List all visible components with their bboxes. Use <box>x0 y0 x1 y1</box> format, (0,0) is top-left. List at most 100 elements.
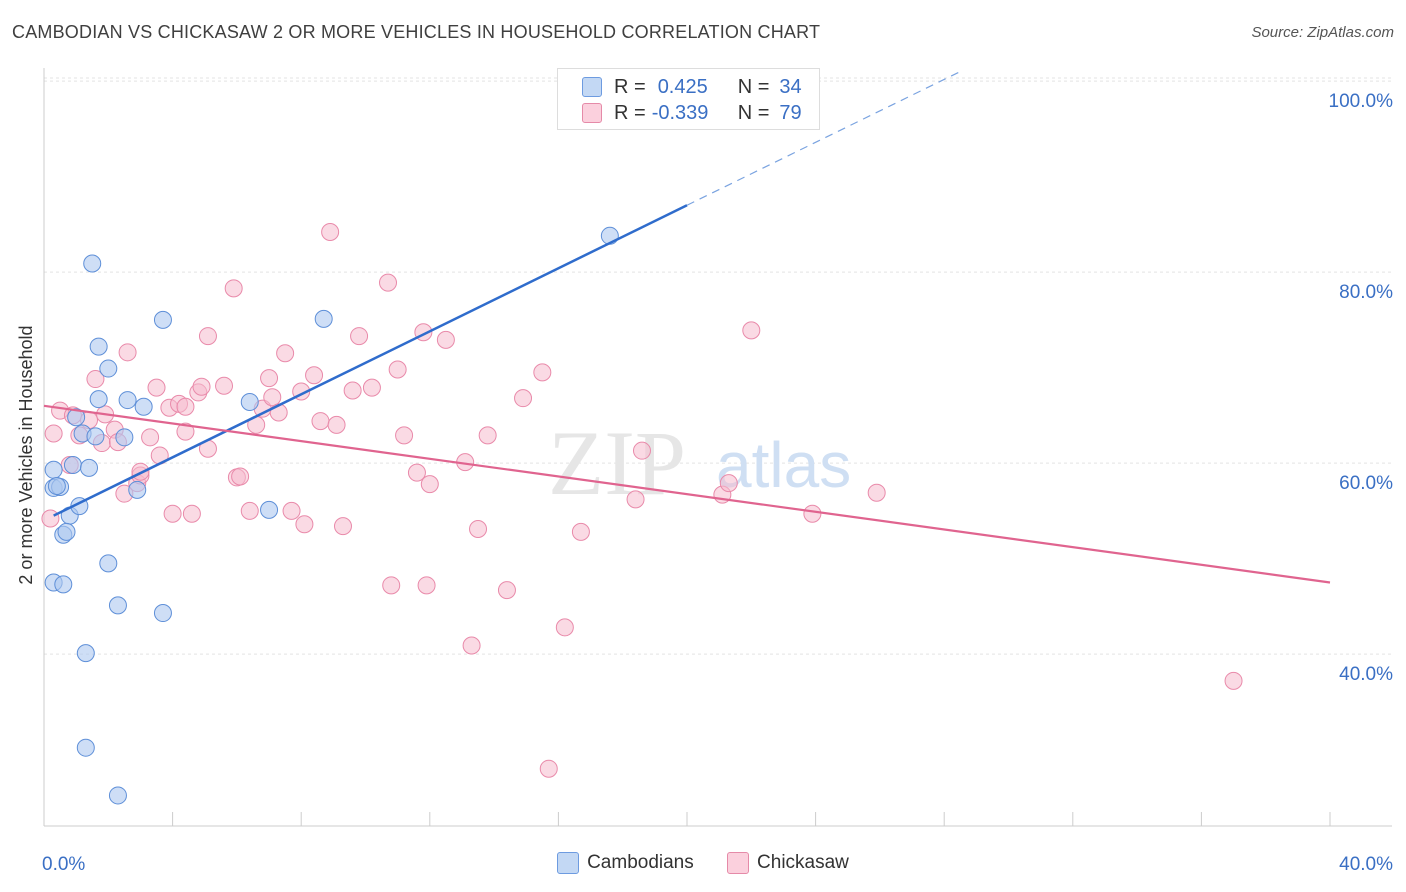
chickasaw-point <box>176 422 195 441</box>
cambodian-point <box>108 596 127 615</box>
chart-title: CAMBODIAN VS CHICKASAW 2 OR MORE VEHICLE… <box>12 22 821 42</box>
chickasaw-point <box>260 369 279 388</box>
chickasaw-point <box>305 366 324 385</box>
cambodian-trend-extension <box>686 71 961 206</box>
chickasaw-point <box>388 360 407 379</box>
chickasaw-point <box>276 344 295 363</box>
cambodian-point <box>153 310 172 329</box>
cambodian-trend-line <box>53 204 688 517</box>
cambodian-point <box>99 554 118 573</box>
chickasaw-point <box>469 519 488 538</box>
chickasaw-point <box>395 426 414 445</box>
y-tick-label: 60.0% <box>1339 473 1393 494</box>
cambodian-point <box>89 337 108 356</box>
cambodian-points <box>44 226 619 805</box>
r-label: R = <box>614 101 646 124</box>
chickasaw-point <box>462 636 481 655</box>
cambodian-point <box>63 456 82 475</box>
y-axis-label: 2 or more Vehicles in Household <box>16 325 36 584</box>
cambodian-point <box>118 391 137 410</box>
chickasaw-point <box>163 504 182 523</box>
chickasaw-point <box>417 576 436 595</box>
cambodian-point <box>134 397 153 416</box>
trend-lines <box>43 71 1331 584</box>
chickasaw-point <box>240 501 259 520</box>
cambodian-point <box>83 254 102 273</box>
chickasaw-point <box>539 759 558 778</box>
chickasaw-trend-line <box>43 404 1331 584</box>
bottom-legend: Cambodians Chickasaw <box>0 852 1406 880</box>
chickasaw-point <box>514 389 533 408</box>
y-tick-label: 40.0% <box>1339 664 1393 685</box>
r-value: -0.339 <box>651 101 709 124</box>
chickasaw-point <box>626 490 645 509</box>
chickasaw-point <box>867 483 886 502</box>
source-label: Source: ZipAtlas.com <box>1251 24 1394 41</box>
chickasaw-point <box>632 441 651 460</box>
n-value: 79 <box>779 101 802 124</box>
stats-swatch-cambodians <box>582 77 602 97</box>
watermark-atlas: atlas <box>716 429 851 501</box>
chickasaw-point <box>497 581 516 600</box>
legend-label-cambodians: Cambodians <box>587 852 694 873</box>
cambodian-point <box>153 604 172 623</box>
n-label: N = <box>737 75 770 98</box>
stats-legend: R = 0.425 N = 34 R = -0.339 N = 79 <box>557 68 820 130</box>
chickasaw-point <box>420 475 439 494</box>
stats-row-chickasaw: R = -0.339 N = 79 <box>582 100 802 126</box>
chickasaw-point <box>192 377 211 396</box>
cambodian-point <box>67 408 86 427</box>
legend-item-chickasaw[interactable]: Chickasaw <box>727 852 849 874</box>
chickasaw-point <box>224 279 243 298</box>
chickasaw-point <box>1224 671 1243 690</box>
chickasaw-point <box>198 327 217 346</box>
cambodian-point <box>115 428 134 447</box>
watermark-zip: ZIP <box>548 412 686 514</box>
chickasaw-point <box>118 343 137 362</box>
tick-labels: 40.0% 60.0% 80.0% 100.0% 0.0% 40.0% <box>42 91 1393 875</box>
chickasaw-point <box>263 388 282 407</box>
chickasaw-point <box>436 330 455 349</box>
cambodian-point <box>99 359 118 378</box>
chickasaw-point <box>44 424 63 443</box>
chickasaw-point <box>362 378 381 397</box>
cambodian-point <box>47 477 66 496</box>
chickasaw-point <box>86 370 105 389</box>
y-tick-label: 80.0% <box>1339 282 1393 303</box>
cambodian-point <box>314 309 333 328</box>
chickasaw-point <box>282 501 301 520</box>
cambodian-point <box>76 644 95 663</box>
r-value: 0.425 <box>657 75 708 98</box>
cambodian-point <box>86 427 105 446</box>
chickasaw-point <box>742 321 761 340</box>
chickasaw-point <box>478 426 497 445</box>
grid-lines <box>44 77 1392 655</box>
chickasaw-point <box>215 376 234 395</box>
chickasaw-point <box>41 509 60 528</box>
stats-row-cambodians: R = 0.425 N = 34 <box>582 74 802 100</box>
cambodian-point <box>108 786 127 805</box>
chickasaw-point <box>311 412 330 431</box>
cambodian-point <box>89 390 108 409</box>
n-value: 34 <box>779 75 802 98</box>
legend-item-cambodians[interactable]: Cambodians <box>557 852 694 874</box>
cambodian-point <box>80 458 99 477</box>
chickasaw-point <box>147 378 166 397</box>
chickasaw-point <box>350 327 369 346</box>
chickasaw-point <box>533 363 552 382</box>
chickasaw-point <box>571 522 590 541</box>
cambodian-point <box>128 480 147 499</box>
legend-swatch-cambodians <box>557 852 580 874</box>
x-tick-label: 0.0% <box>42 854 85 875</box>
cambodian-point <box>260 500 279 519</box>
chickasaw-point <box>141 428 160 447</box>
chickasaw-point <box>382 576 401 595</box>
chickasaw-point <box>407 463 426 482</box>
axes <box>43 68 1392 827</box>
legend-swatch-chickasaw <box>727 852 750 874</box>
x-tick-label: 40.0% <box>1339 854 1393 875</box>
chickasaw-point <box>719 474 738 493</box>
chickasaw-point <box>327 415 346 434</box>
chickasaw-point <box>333 517 352 536</box>
